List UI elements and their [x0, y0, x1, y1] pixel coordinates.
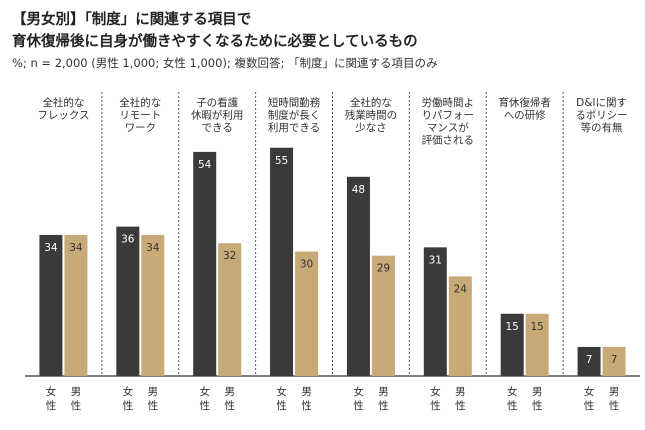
bar-male	[602, 346, 626, 376]
data-label-male: 32	[223, 250, 236, 262]
data-label-female: 55	[275, 155, 288, 167]
category-label: 等の有無	[581, 121, 623, 134]
category-label: 評価される	[422, 134, 475, 147]
chart-subtitle: %; n = 2,000 (男性 1,000; 女性 1,000); 複数回答;…	[12, 56, 438, 70]
bar-female	[577, 346, 601, 376]
data-label-female: 34	[44, 242, 58, 254]
category-label: 子の看護	[196, 96, 238, 109]
bar-male	[64, 234, 88, 376]
data-label-male: 24	[454, 283, 468, 295]
bar-male	[141, 234, 165, 376]
tick-label-male: 性	[148, 399, 159, 412]
category-label: 少なさ	[355, 122, 387, 134]
data-label-female: 36	[121, 234, 135, 246]
tick-label-female: 性	[46, 399, 57, 412]
bar-male	[295, 251, 319, 376]
data-label-male: 7	[611, 354, 618, 366]
tick-label-female: 女	[276, 385, 287, 398]
data-label-female: 31	[429, 254, 442, 266]
bar-female	[116, 226, 140, 376]
data-label-female: 15	[506, 321, 519, 333]
tick-label-female: 女	[199, 385, 210, 398]
category-label: 全社的な	[350, 96, 392, 109]
tick-label-female: 女	[353, 385, 364, 398]
tick-label-female: 性	[123, 399, 134, 412]
category-label: マンスが	[427, 121, 469, 134]
bar-female	[193, 151, 217, 376]
data-label-female: 7	[586, 354, 593, 366]
tick-label-female: 女	[507, 385, 518, 398]
category-label: D&Iに関す	[576, 97, 627, 109]
category-label: ワーク	[125, 122, 157, 134]
tick-label-female: 性	[199, 399, 210, 412]
tick-label-female: 性	[276, 399, 287, 412]
data-label-male: 29	[377, 263, 390, 275]
bar-male	[525, 313, 549, 376]
tick-label-female: 女	[430, 385, 441, 398]
bar-female	[270, 147, 294, 376]
category-label: できる	[202, 122, 233, 134]
tick-label-male: 男	[148, 386, 159, 398]
bar-male	[371, 255, 395, 376]
tick-label-male: 男	[224, 386, 235, 398]
category-label: るポリシー	[575, 110, 628, 122]
bar-female	[500, 313, 524, 376]
tick-label-male: 男	[609, 386, 620, 398]
category-label: 短時間勤務	[268, 96, 321, 109]
data-label-male: 15	[531, 321, 544, 333]
tick-label-female: 性	[507, 399, 518, 412]
category-label: リモート	[119, 110, 161, 122]
category-label: フレックス	[37, 110, 89, 122]
category-label: 育休復帰者	[498, 96, 551, 109]
data-label-male: 34	[69, 242, 83, 254]
tick-label-female: 性	[353, 399, 364, 412]
bar-female	[346, 176, 370, 376]
tick-label-male: 男	[455, 386, 466, 398]
category-label: 休暇が利用	[191, 109, 244, 122]
tick-label-male: 男	[71, 386, 82, 398]
chart-title-line-2: 育休復帰後に自身が働きやすくなるために必要としているもの	[12, 34, 418, 50]
tick-label-male: 性	[609, 399, 620, 412]
tick-label-female: 女	[584, 385, 595, 398]
tick-label-female: 性	[584, 399, 595, 412]
bar-male	[448, 276, 472, 376]
bar-female	[423, 247, 447, 376]
category-label: 利用できる	[268, 122, 320, 134]
chart-title-line-1: 【男女別】「制度」に関連する項目で	[12, 12, 252, 28]
tick-label-female: 女	[123, 385, 134, 398]
data-label-female: 54	[198, 159, 212, 171]
tick-label-male: 性	[71, 399, 82, 412]
tick-label-male: 性	[224, 399, 235, 412]
category-label: への研修	[504, 109, 546, 122]
tick-label-male: 男	[301, 386, 312, 398]
category-label: 労働時間よ	[422, 96, 475, 109]
tick-label-male: 性	[378, 399, 389, 412]
tick-label-male: 性	[301, 399, 312, 412]
category-label: 残業時間の	[345, 109, 398, 122]
data-label-male: 34	[146, 242, 160, 254]
bar-female	[39, 234, 63, 376]
data-label-female: 48	[352, 184, 365, 196]
bar-male	[218, 243, 242, 376]
tick-label-female: 性	[430, 399, 441, 412]
category-label: 全社的な	[119, 96, 161, 109]
category-label: 全社的な	[42, 96, 84, 109]
tick-label-male: 男	[532, 386, 543, 398]
tick-label-male: 性	[532, 399, 543, 412]
tick-label-male: 性	[455, 399, 466, 412]
tick-label-female: 女	[46, 385, 57, 398]
tick-label-male: 男	[378, 386, 389, 398]
category-label: 制度が長く	[268, 109, 321, 122]
category-label: りパフォー	[422, 110, 475, 122]
data-label-male: 30	[300, 259, 313, 271]
